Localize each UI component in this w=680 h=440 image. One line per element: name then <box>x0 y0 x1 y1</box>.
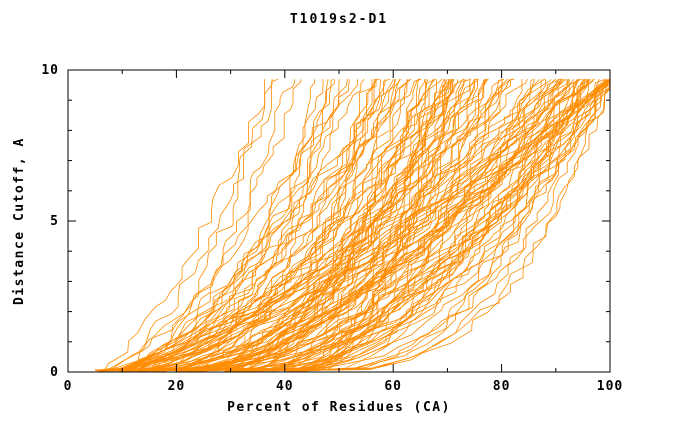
model-gdt-curve <box>98 79 302 372</box>
model-gdt-curve <box>118 78 509 372</box>
model-gdt-curve <box>256 78 534 371</box>
model-gdt-curve <box>146 78 489 371</box>
model-gdt-curve <box>174 78 608 371</box>
model-gdt-curve <box>230 79 584 372</box>
y-axis-label: Distance Cutoff, A <box>12 137 27 305</box>
model-gdt-curve <box>95 78 591 371</box>
model-gdt-curve <box>272 79 503 372</box>
model-gdt-curve <box>104 78 564 372</box>
model-gdt-curve <box>177 79 340 372</box>
model-gdt-curve <box>114 78 580 372</box>
model-gdt-curve <box>234 78 434 371</box>
x-tick-label: 80 <box>493 379 511 394</box>
model-gdt-curve <box>293 79 610 372</box>
y-tick-label: 5 <box>50 214 59 229</box>
model-gdt-curve <box>100 79 471 372</box>
model-gdt-curve <box>173 79 568 371</box>
model-gdt-curve <box>141 78 475 371</box>
model-gdt-curve <box>101 79 350 372</box>
x-tick-label: 40 <box>276 379 294 394</box>
model-gdt-curve <box>116 78 279 372</box>
x-tick-label: 100 <box>597 379 623 394</box>
y-tick-label: 10 <box>41 63 59 78</box>
model-gdt-curve <box>112 79 296 372</box>
model-gdt-curve <box>205 79 376 371</box>
x-tick-label: 20 <box>168 379 186 394</box>
model-gdt-curve <box>258 78 421 372</box>
model-gdt-curve <box>102 79 266 372</box>
model-gdt-curve <box>136 79 594 371</box>
model-gdt-curve <box>97 79 273 371</box>
model-gdt-curve <box>297 79 610 371</box>
model-gdt-curve <box>210 78 560 371</box>
model-gdt-curve <box>152 78 610 372</box>
model-gdt-curve <box>104 78 412 372</box>
chart-title: T1019s2-D1 <box>289 12 389 27</box>
model-gdt-curve <box>291 79 610 371</box>
model-gdt-curve <box>202 78 472 371</box>
model-gdt-curve <box>103 79 324 371</box>
y-tick-label: 0 <box>50 365 59 380</box>
model-gdt-curve <box>258 79 452 372</box>
model-gdt-curve <box>95 78 378 372</box>
model-gdt-curve <box>146 79 386 372</box>
model-gdt-curve <box>292 78 486 371</box>
model-gdt-curve <box>127 78 561 372</box>
model-gdt-curve <box>147 78 412 372</box>
model-gdt-curve <box>117 78 610 371</box>
x-tick-label: 60 <box>384 379 402 394</box>
model-gdt-curve <box>111 79 359 372</box>
x-axis-label: Percent of Residues (CA) <box>227 400 451 415</box>
model-gdt-curve <box>310 78 535 372</box>
model-gdt-curve <box>302 79 589 372</box>
x-tick-label: 0 <box>64 379 73 394</box>
model-gdt-curve <box>99 78 610 372</box>
model-gdt-curve <box>133 79 449 371</box>
model-gdt-curve <box>297 79 523 372</box>
model-gdt-curve <box>119 78 528 372</box>
model-gdt-curve <box>214 78 479 371</box>
model-gdt-curve <box>131 79 394 372</box>
model-gdt-curve <box>316 79 451 371</box>
model-gdt-curve <box>124 78 543 372</box>
model-gdt-curve <box>132 78 443 371</box>
model-gdt-curve <box>102 79 486 371</box>
model-gdt-curve <box>155 79 455 372</box>
model-gdt-curve <box>149 78 365 372</box>
model-gdt-curve <box>195 78 600 372</box>
model-gdt-curve <box>155 79 373 372</box>
model-gdt-curve <box>306 78 610 371</box>
model-gdt-curve <box>258 79 475 371</box>
model-gdt-curve <box>102 78 334 372</box>
model-gdt-curve <box>247 79 408 372</box>
model-gdt-curve <box>303 78 610 372</box>
model-gdt-curve <box>304 78 556 371</box>
model-gdt-curve <box>224 78 610 372</box>
model-gdt-curve <box>118 78 390 372</box>
model-gdt-curve <box>175 79 488 372</box>
model-gdt-curve <box>103 78 610 371</box>
model-gdt-curve <box>142 79 546 372</box>
model-gdt-curve <box>270 79 395 372</box>
